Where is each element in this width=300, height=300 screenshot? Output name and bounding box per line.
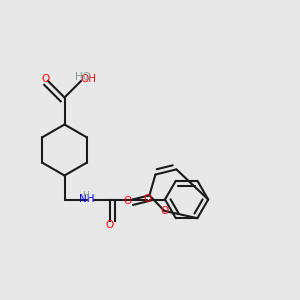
Text: NH: NH xyxy=(79,194,95,204)
Text: O: O xyxy=(160,206,169,216)
Text: O: O xyxy=(105,220,114,230)
Text: OH: OH xyxy=(80,74,97,85)
Text: O: O xyxy=(124,196,132,206)
Text: H: H xyxy=(82,191,89,200)
Text: HO: HO xyxy=(75,72,92,82)
Text: O: O xyxy=(143,194,151,204)
Text: O: O xyxy=(41,74,49,85)
